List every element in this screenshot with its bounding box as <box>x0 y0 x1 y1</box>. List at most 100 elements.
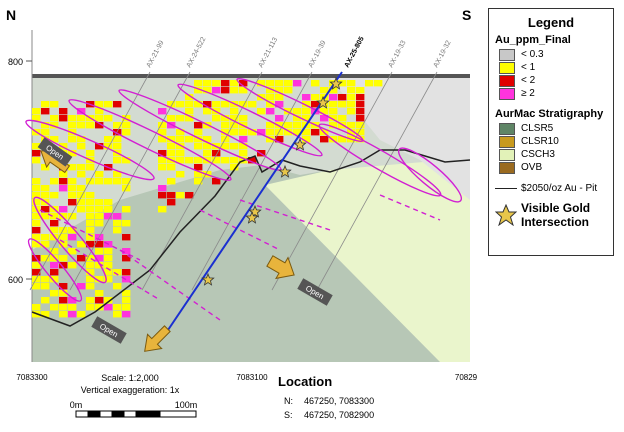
grade-block <box>302 129 311 136</box>
visible-gold-star <box>201 272 215 286</box>
grade-block <box>86 262 95 269</box>
grade-block <box>68 136 77 143</box>
visible-gold-stars <box>201 76 343 286</box>
grade-block <box>176 129 185 136</box>
grade-block <box>95 241 104 248</box>
grade-block <box>50 262 59 269</box>
grade-block <box>122 297 131 304</box>
grade-block <box>203 108 212 115</box>
grade-block <box>347 108 356 115</box>
grade-block <box>77 115 86 122</box>
zone-outline <box>27 238 83 302</box>
grade-block <box>293 108 302 115</box>
grade-block <box>104 178 113 185</box>
zone-dashed <box>59 239 161 301</box>
grade-block <box>104 199 113 206</box>
grade-block <box>59 234 68 241</box>
grade-block <box>374 80 383 87</box>
grade-block <box>86 283 95 290</box>
grade-block <box>104 213 113 220</box>
grade-block <box>176 157 185 164</box>
grade-block <box>59 213 68 220</box>
grade-block <box>95 108 104 115</box>
grade-block <box>203 143 212 150</box>
grade-block <box>185 108 194 115</box>
grade-block <box>329 122 338 129</box>
grade-block <box>230 87 239 94</box>
grade-block <box>293 80 302 87</box>
grade-block <box>194 157 203 164</box>
grade-block <box>239 129 248 136</box>
grade-block <box>41 192 50 199</box>
grade-block <box>266 101 275 108</box>
zone-dashed <box>239 199 331 231</box>
legend-item: CLSR5 <box>521 123 554 134</box>
grade-block <box>41 129 50 136</box>
grade-block <box>158 164 167 171</box>
grade-block <box>113 178 122 185</box>
grade-block <box>59 185 68 192</box>
grade-block <box>113 227 122 234</box>
grade-block <box>194 136 203 143</box>
grade-block <box>239 115 248 122</box>
grade-block <box>212 157 221 164</box>
grade-block <box>59 304 68 311</box>
grade-block <box>68 227 77 234</box>
grade-block <box>203 101 212 108</box>
grade-block <box>167 192 176 199</box>
pit-outline <box>31 149 471 327</box>
legend-item: $2050/oz Au - Pit <box>521 183 598 194</box>
visible-gold-star <box>278 164 292 178</box>
grade-block <box>41 122 50 129</box>
grade-block <box>329 115 338 122</box>
drill-hole <box>271 71 393 291</box>
grade-block <box>77 171 86 178</box>
grade-block <box>50 192 59 199</box>
grade-block <box>275 115 284 122</box>
grade-block <box>221 143 230 150</box>
grade-block <box>212 101 221 108</box>
grade-block <box>122 206 131 213</box>
grade-block <box>329 87 338 94</box>
grade-block <box>356 101 365 108</box>
grade-block <box>176 115 185 122</box>
grade-block <box>86 150 95 157</box>
grade-block <box>347 122 356 129</box>
legend-item: Visible Gold Intersection <box>521 201 591 229</box>
grade-block <box>32 185 41 192</box>
grade-block <box>185 101 194 108</box>
scale-end: 100m <box>175 400 198 410</box>
grade-block <box>122 304 131 311</box>
grade-block <box>122 234 131 241</box>
grade-block <box>50 115 59 122</box>
grade-block <box>95 178 104 185</box>
legend-item: < 2 <box>521 75 536 86</box>
grade-block <box>167 150 176 157</box>
grade-block <box>257 129 266 136</box>
grade-block <box>185 115 194 122</box>
grade-block <box>194 143 203 150</box>
grade-block <box>68 185 77 192</box>
grade-block <box>68 213 77 220</box>
grade-block <box>95 304 104 311</box>
grade-block <box>95 255 104 262</box>
north-label: N <box>6 7 16 23</box>
grade-block <box>257 108 266 115</box>
grade-block <box>158 150 167 157</box>
zone-outline <box>118 89 282 171</box>
grade-block <box>59 255 68 262</box>
grade-block <box>86 304 95 311</box>
visible-gold-star <box>248 204 262 218</box>
grade-block <box>86 206 95 213</box>
grade-block <box>86 192 95 199</box>
grade-block <box>266 87 275 94</box>
grade-block <box>329 101 338 108</box>
grade-block <box>266 129 275 136</box>
legend-grade-title: Au_ppm_Final <box>495 34 571 46</box>
scale-ratio: Scale: 1:2,000 <box>101 373 159 383</box>
grade-block <box>284 122 293 129</box>
grade-block <box>104 297 113 304</box>
grade-block <box>230 164 239 171</box>
grade-block <box>320 108 329 115</box>
